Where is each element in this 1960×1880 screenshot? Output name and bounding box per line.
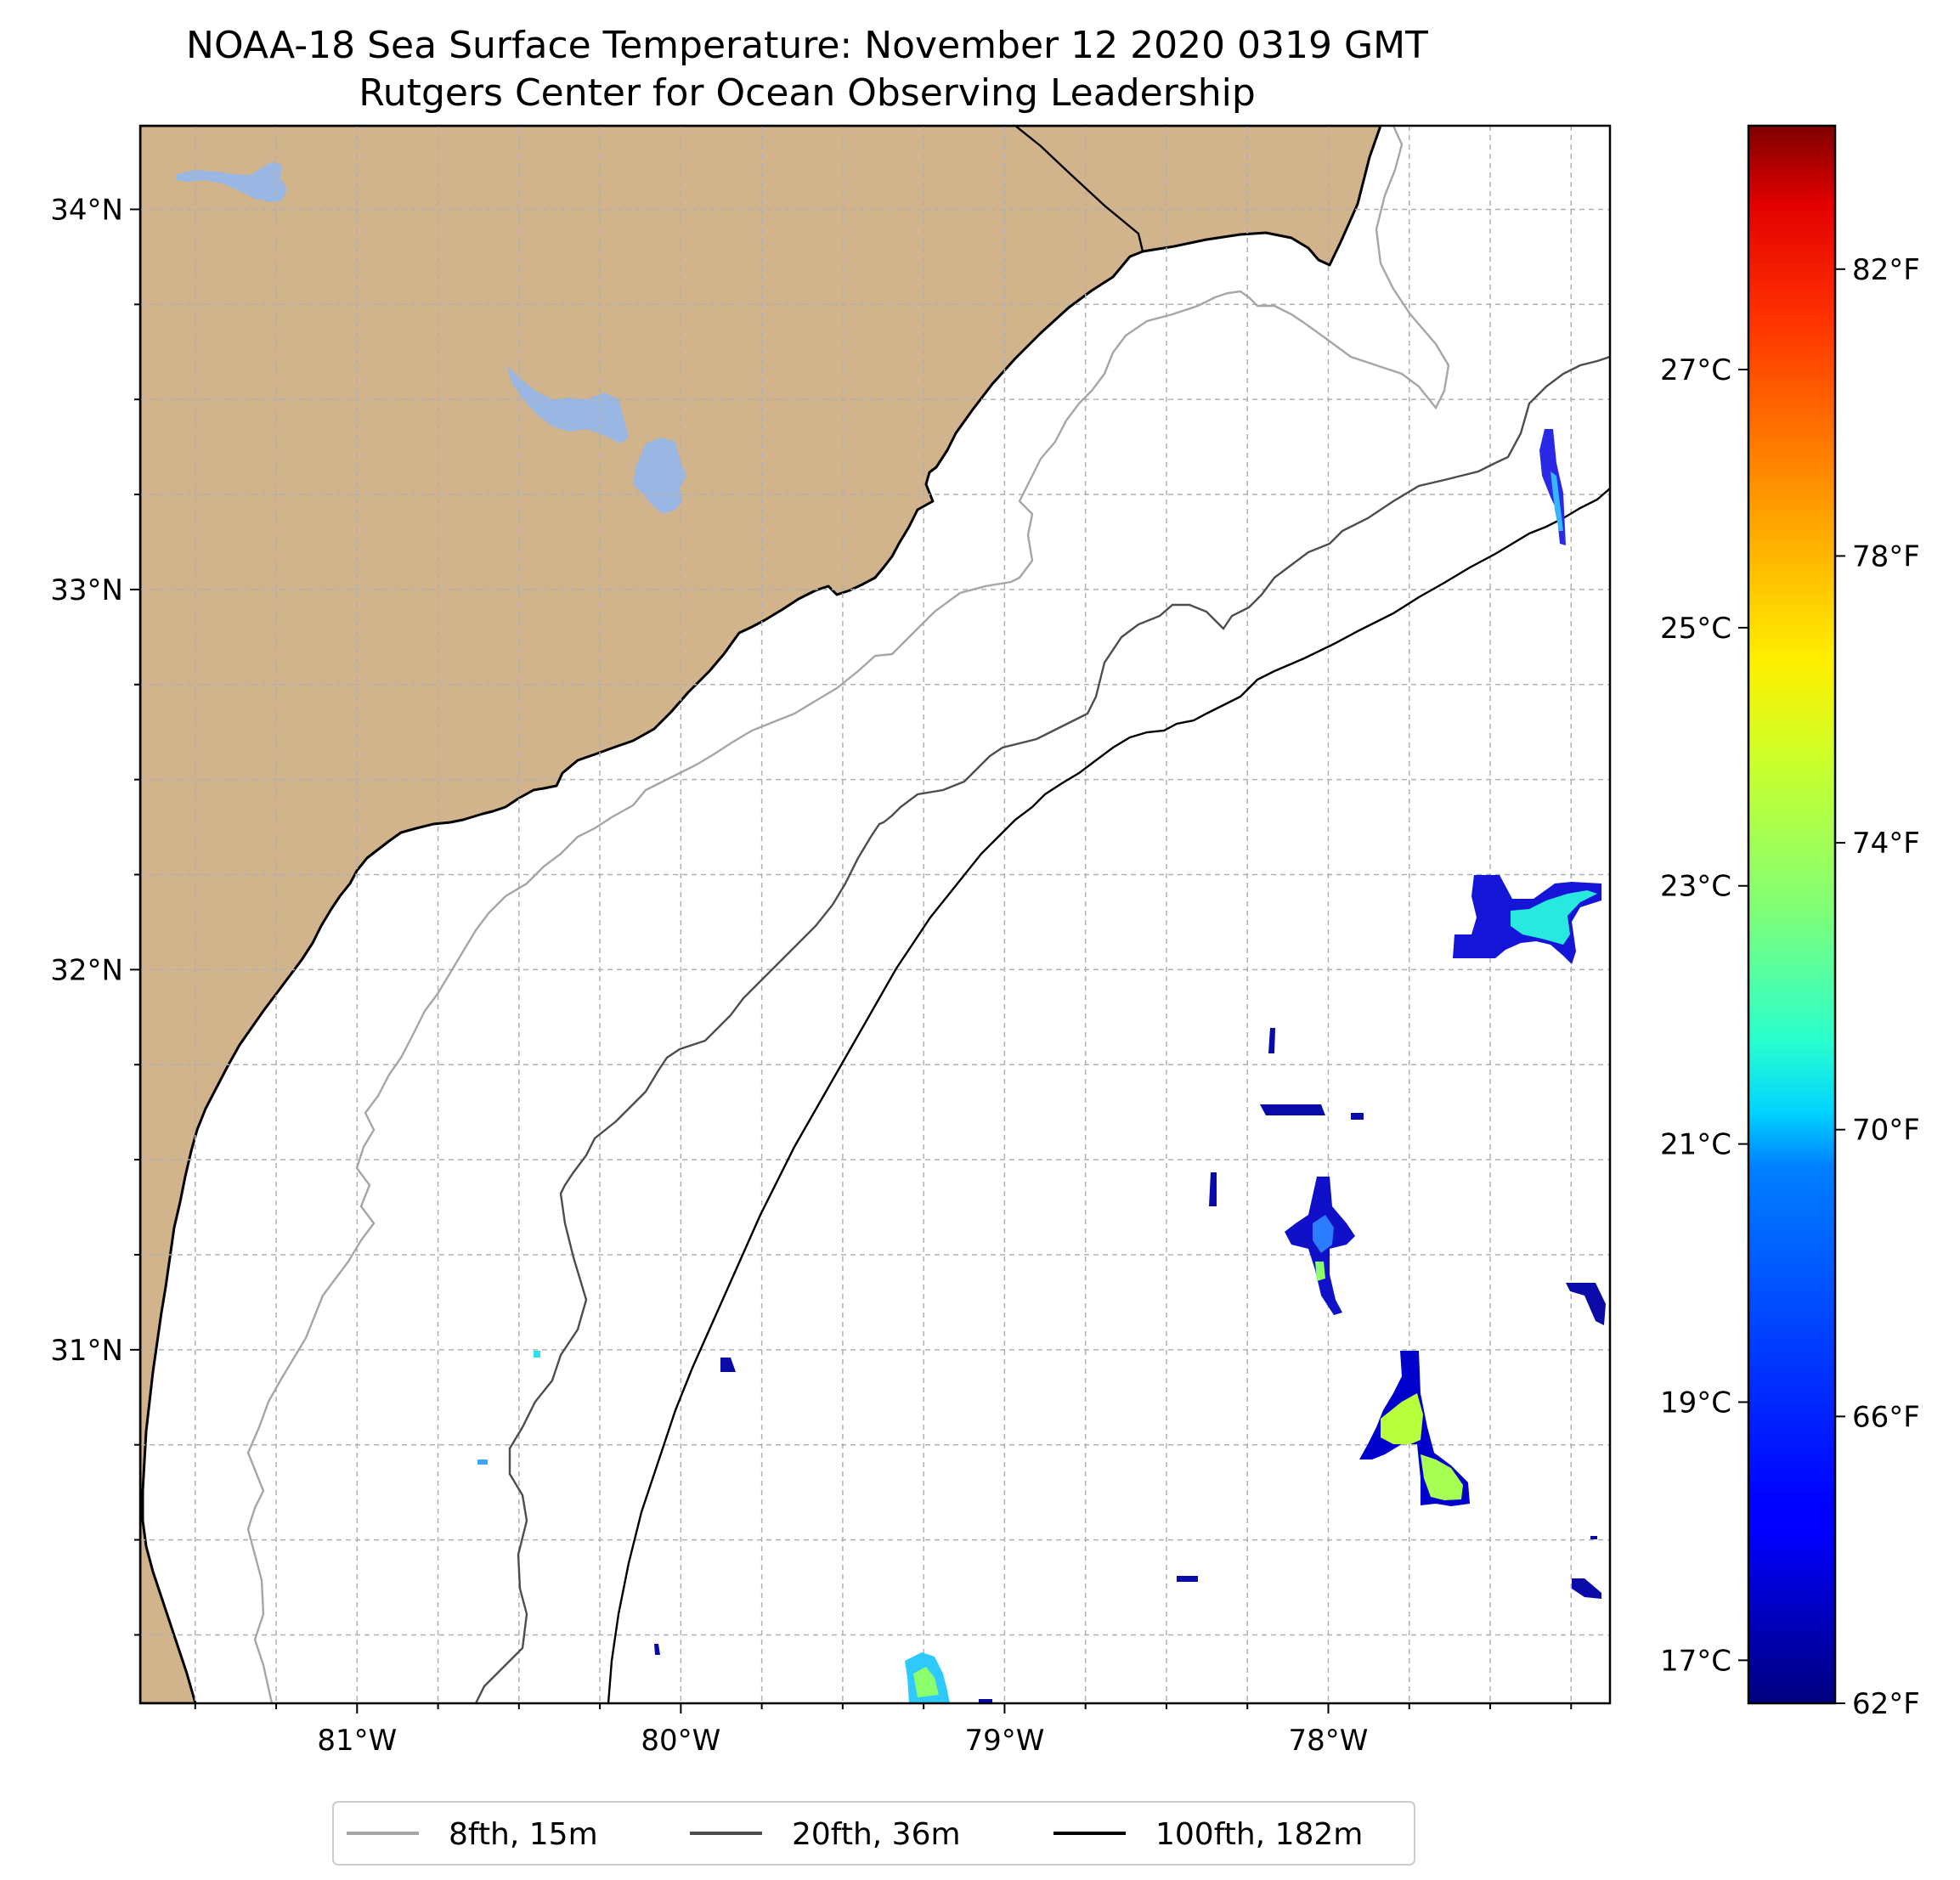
lon-tick-label: 81°W (317, 1724, 397, 1758)
sst-patch-17-core (913, 1667, 939, 1697)
colorbar-c-label: 25°C (1660, 612, 1731, 646)
contour-100fth (607, 488, 1610, 1703)
lat-tick-label: 33°N (50, 573, 123, 607)
sst-patch-13 (1177, 1576, 1198, 1582)
sst-patch-8 (1566, 1283, 1606, 1325)
chart-subtitle: Rutgers Center for Ocean Observing Leade… (359, 71, 1256, 115)
state-boundary (1014, 126, 1144, 252)
sst-patch-7-green (1315, 1262, 1325, 1281)
colorbar-fahrenheit-axis: 82°F 78°F 74°F 70°F 66°F 62°F (1835, 253, 1920, 1721)
colorbar-c-label: 19°C (1660, 1386, 1731, 1420)
colorbar-c-label: 17°C (1660, 1644, 1731, 1678)
sst-patch-5 (1351, 1113, 1364, 1120)
sst-patch-9-tail (1421, 1454, 1463, 1500)
sst-patch-3 (1268, 1028, 1275, 1053)
sst-patch-12 (477, 1459, 488, 1465)
sst-patch-14 (1572, 1578, 1601, 1599)
sst-patch-15 (1590, 1536, 1597, 1539)
map-frame (138, 124, 1612, 1705)
map-area (140, 126, 1610, 1703)
sst-patch-7-core (1313, 1215, 1334, 1253)
sst-patch-11 (720, 1358, 736, 1372)
legend-label-8fth: 8fth, 15m (449, 1817, 598, 1852)
colorbar-celsius-axis: 27°C 25°C 23°C 21°C 19°C 17°C (1660, 353, 1748, 1678)
colorbar-c-label: 21°C (1660, 1128, 1731, 1162)
colorbar-f-label: 66°F (1852, 1400, 1920, 1434)
lon-tick-label: 80°W (641, 1724, 720, 1758)
contour-20fth (474, 355, 1610, 1703)
contour-8fth (246, 126, 1450, 1703)
colorbar-f-label: 78°F (1852, 539, 1920, 573)
sst-patch-2-core (1511, 890, 1597, 945)
sst-patch-1-core (1550, 471, 1563, 531)
colorbar-f-label: 82°F (1852, 253, 1920, 287)
sst-patch-10 (534, 1351, 540, 1358)
colorbar-f-label: 74°F (1852, 827, 1920, 861)
sst-patch-9-core (1381, 1393, 1423, 1444)
lon-tick-label: 78°W (1289, 1724, 1369, 1758)
lat-tick-label: 34°N (50, 193, 123, 227)
colorbar: 82°F 78°F 74°F 70°F 66°F 62°F 27°C 25°C 23°C 21°… (1660, 124, 1920, 1721)
sst-patch-4 (1260, 1104, 1325, 1115)
lake-moultrie (506, 365, 629, 443)
longitude-axis: 81°W 80°W 79°W 78°W (194, 1703, 1573, 1758)
lat-tick-label: 32°N (50, 953, 123, 987)
sst-patches (477, 429, 1606, 1703)
lon-tick-label: 79°W (964, 1724, 1044, 1758)
land-mass (140, 126, 1382, 1703)
bathymetry-legend: 8fth, 15m 20fth, 36m 100fth, 182m (332, 1801, 1415, 1866)
colorbar-f-label: 62°F (1852, 1687, 1920, 1721)
map-gridlines (140, 126, 1610, 1703)
lat-tick-label: 31°N (50, 1334, 123, 1368)
chart-title: NOAA-18 Sea Surface Temperature: Novembe… (186, 24, 1428, 67)
latitude-axis: 34°N 33°N 32°N 31°N (50, 193, 140, 1636)
colorbar-c-label: 27°C (1660, 353, 1731, 387)
legend-label-20fth: 20fth, 36m (792, 1817, 961, 1852)
lake-marion (177, 161, 287, 202)
colorbar-gradient (1747, 124, 1837, 1705)
colorbar-c-label: 23°C (1660, 870, 1731, 904)
legend-label-100fth: 100fth, 182m (1155, 1817, 1363, 1852)
colorbar-f-label: 70°F (1852, 1114, 1920, 1148)
sst-patch-6 (1209, 1172, 1217, 1206)
sst-patch-16 (654, 1644, 660, 1655)
legend-box (332, 1801, 1415, 1866)
